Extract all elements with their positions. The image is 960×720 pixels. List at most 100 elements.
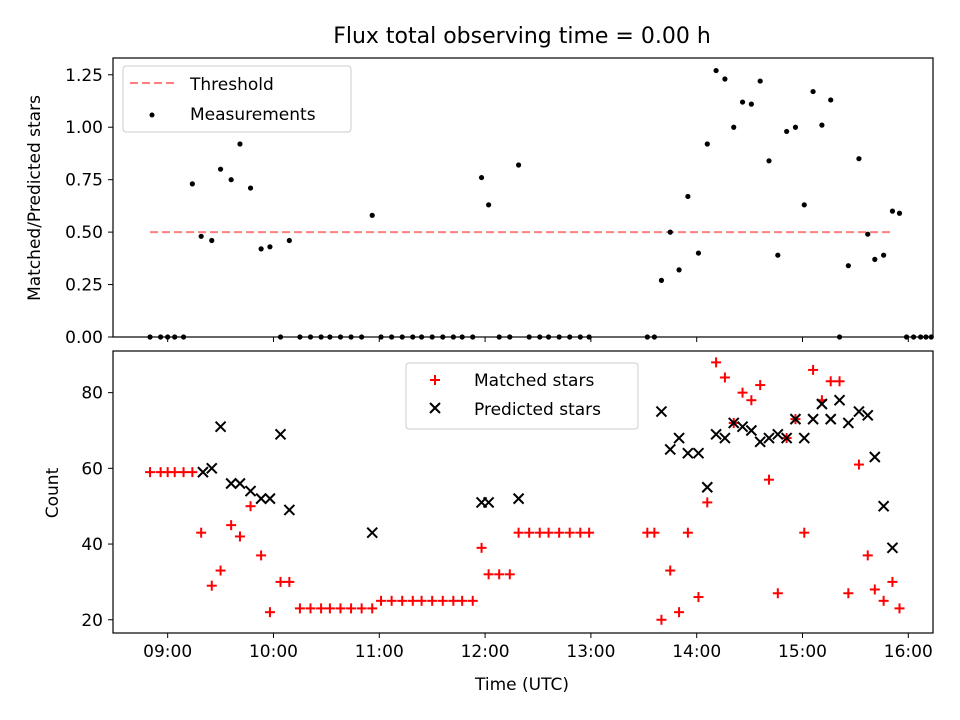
predicted-star-point — [274, 428, 287, 440]
matched-star-point — [169, 467, 180, 478]
top-axis-ticks: 0.00 0.25 0.50 0.75 1.00 1.25 — [65, 66, 909, 348]
measurement-point — [775, 252, 781, 258]
matched-star-point — [407, 595, 418, 606]
predicted-star-point — [869, 451, 881, 463]
measurement-point — [845, 263, 851, 269]
matched-star-point — [843, 588, 854, 599]
predicted-star-point — [780, 432, 793, 444]
matched-star-point — [483, 569, 494, 580]
matched-star-point — [737, 387, 748, 398]
matched-star-point — [702, 497, 713, 508]
predicted-star-point — [842, 417, 855, 429]
matched-star-point — [711, 357, 722, 368]
matched-star-point — [878, 595, 889, 606]
matched-star-point — [869, 584, 880, 595]
measurement-point — [872, 256, 878, 262]
matched-star-point — [543, 527, 554, 538]
legend-matched-label: Matched stars — [474, 371, 594, 391]
measurement-point — [658, 277, 665, 283]
matched-star-point — [682, 527, 693, 538]
measurement-point — [478, 174, 485, 181]
matched-star-point — [693, 592, 704, 603]
measurement-point — [739, 99, 746, 105]
matched-star-point — [755, 380, 766, 391]
matched-star-point — [335, 603, 346, 614]
top-y-tick-label: 1.00 — [65, 118, 103, 138]
measurement-point — [722, 76, 728, 82]
measurement-point — [267, 244, 273, 250]
measurement-point — [286, 237, 292, 244]
measurement-point — [695, 250, 702, 256]
measurement-point — [676, 267, 682, 273]
predicted-star-point — [807, 413, 819, 425]
predicted-star-point — [772, 428, 784, 440]
matched-star-point — [564, 527, 575, 538]
matched-star-point — [584, 527, 595, 538]
predicted-star-point — [234, 477, 246, 490]
measurement-point — [801, 202, 807, 208]
matched-star-point — [772, 588, 783, 599]
top-y-tick-label: 0.50 — [65, 223, 103, 243]
measurement-point — [713, 67, 719, 74]
matched-star-point — [575, 527, 586, 538]
bottom-axis-ticks: 09:00 10:00 11:00 12:00 13:00 14:00 15:00 16:00… — [81, 384, 932, 662]
matched-star-point — [513, 527, 524, 538]
bottom-legend-box — [405, 362, 639, 430]
legend-threshold-label: Threshold — [189, 75, 274, 95]
matched-star-point — [808, 364, 819, 375]
chart-title: Flux total observing time = 0.00 h — [333, 24, 711, 49]
predicted-star-point — [736, 420, 749, 433]
top-y-axis-label: Matched/Predicted stars — [25, 95, 45, 301]
matched-star-point — [196, 527, 207, 538]
measurement-point — [748, 101, 754, 107]
matched-star-point — [448, 595, 459, 606]
x-tick-label: 16:00 — [884, 642, 933, 662]
top-legend: Threshold Measurements — [122, 65, 352, 133]
matched-star-point — [226, 520, 237, 531]
top-axes-frame — [112, 57, 934, 338]
measurement-point — [369, 212, 375, 218]
matched-star-point — [524, 527, 535, 538]
bottom-axes-frame — [112, 350, 934, 634]
predicted-star-point — [754, 436, 766, 448]
predicted-star-point — [214, 420, 227, 433]
measurement-point — [486, 202, 492, 208]
matched-star-point — [476, 542, 487, 553]
legend-matched-swatch — [430, 375, 440, 385]
matched-star-point — [665, 565, 676, 576]
bottom-plot-marks — [145, 357, 905, 625]
measurement-point — [896, 210, 903, 216]
predicted-star-point — [664, 443, 676, 456]
matched-star-point — [187, 467, 198, 478]
x-tick-label: 14:00 — [672, 642, 721, 662]
matched-star-point — [799, 527, 810, 538]
measurement-point — [828, 97, 834, 103]
predicted-star-point — [283, 504, 296, 516]
top-y-tick-label: 0.00 — [65, 328, 103, 348]
measurement-point — [667, 229, 673, 235]
predicted-star-point — [877, 500, 890, 512]
x-tick-label: 12:00 — [461, 642, 510, 662]
bottom-y-tick-label: 80 — [81, 384, 103, 404]
bottom-y-axis-label: Count — [43, 467, 63, 518]
measurement-point — [881, 252, 887, 258]
matched-star-point — [256, 550, 267, 561]
matched-star-point — [376, 595, 387, 606]
bottom-y-tick-label: 20 — [81, 611, 103, 631]
matched-star-point — [764, 474, 774, 485]
predicted-star-point — [798, 432, 810, 444]
matched-star-point — [504, 569, 515, 580]
matched-star-point — [746, 395, 757, 406]
matched-star-point — [825, 376, 836, 387]
matched-star-point — [674, 607, 685, 618]
top-y-tick-label: 0.75 — [65, 171, 103, 191]
predicted-star-point — [825, 413, 837, 425]
matched-star-point — [275, 576, 286, 587]
predicted-star-point — [789, 413, 802, 425]
predicted-star-point — [692, 447, 705, 459]
bottom-y-tick-label: 40 — [81, 535, 103, 555]
measurement-point — [792, 124, 799, 130]
matched-star-point — [427, 595, 438, 606]
predicted-star-point — [763, 432, 775, 444]
